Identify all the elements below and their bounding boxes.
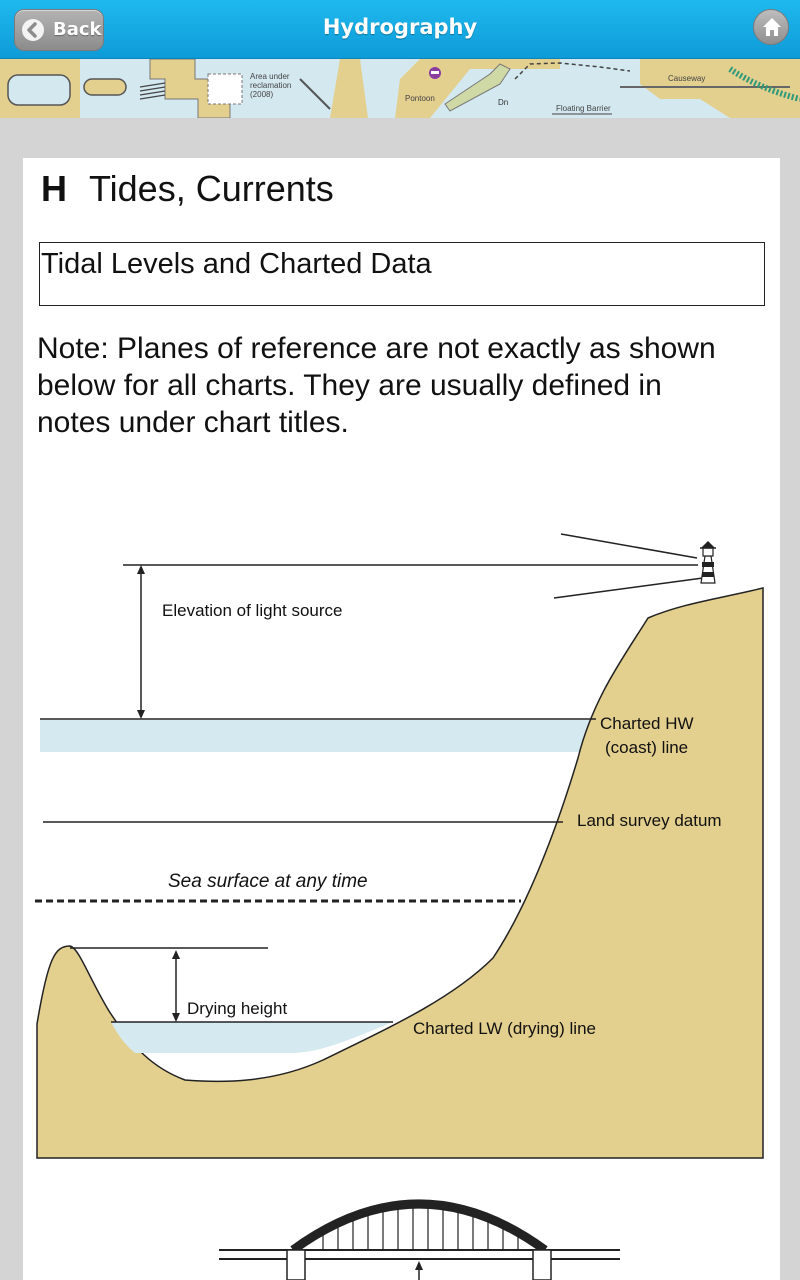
tidal-levels-diagram: Elevation of light source Charted HW (co…	[35, 533, 764, 1280]
light-ray	[560, 533, 698, 559]
page-title: Hydrography	[322, 15, 478, 39]
home-button[interactable]	[753, 9, 789, 45]
section-letter: H	[41, 168, 67, 209]
app-header: Back Hydrography	[0, 0, 800, 59]
land-survey-label: Land survey datum	[577, 811, 722, 830]
section-title: Tides, Currents	[89, 168, 334, 209]
back-button[interactable]: Back	[14, 9, 104, 51]
charted-hw-label-2: (coast) line	[605, 738, 688, 757]
land-profile	[36, 587, 764, 1159]
drying-water	[111, 1022, 393, 1053]
chevron-left-icon	[22, 19, 44, 41]
lighthouse-icon	[700, 541, 716, 584]
svg-text:(2008): (2008)	[250, 90, 273, 99]
high-water-band	[40, 720, 590, 752]
svg-text:Dn: Dn	[498, 98, 508, 107]
charted-lw-label: Charted LW (drying) line	[413, 1019, 596, 1038]
sea-surface-label: Sea surface at any time	[168, 871, 368, 892]
drying-height-label: Drying height	[187, 999, 287, 1018]
content-card: H Tides, Currents Tidal Levels and Charte…	[23, 158, 780, 1280]
subheading-box: Tidal Levels and Charted Data	[39, 242, 765, 306]
svg-text:Floating Barrier: Floating Barrier	[556, 104, 611, 113]
svg-text:Pontoon: Pontoon	[405, 94, 435, 103]
svg-text:Causeway: Causeway	[668, 74, 705, 83]
charted-hw-label: Charted HW	[600, 714, 694, 733]
home-icon	[763, 18, 781, 36]
elevation-label: Elevation of light source	[162, 601, 343, 620]
svg-text:Area under: Area under	[250, 72, 290, 81]
svg-text:reclamation: reclamation	[250, 81, 291, 90]
back-button-label: Back	[53, 19, 102, 40]
light-ray	[553, 577, 704, 599]
subheading: Tidal Levels and Charted Data	[41, 248, 432, 280]
section-heading: H Tides, Currents	[41, 168, 334, 210]
bridge-icon	[219, 1199, 620, 1280]
note-text: Note: Planes of reference are not exactl…	[37, 332, 716, 439]
chart-symbols-banner: Area under reclamation (2008) Pontoon Dn…	[0, 59, 800, 118]
